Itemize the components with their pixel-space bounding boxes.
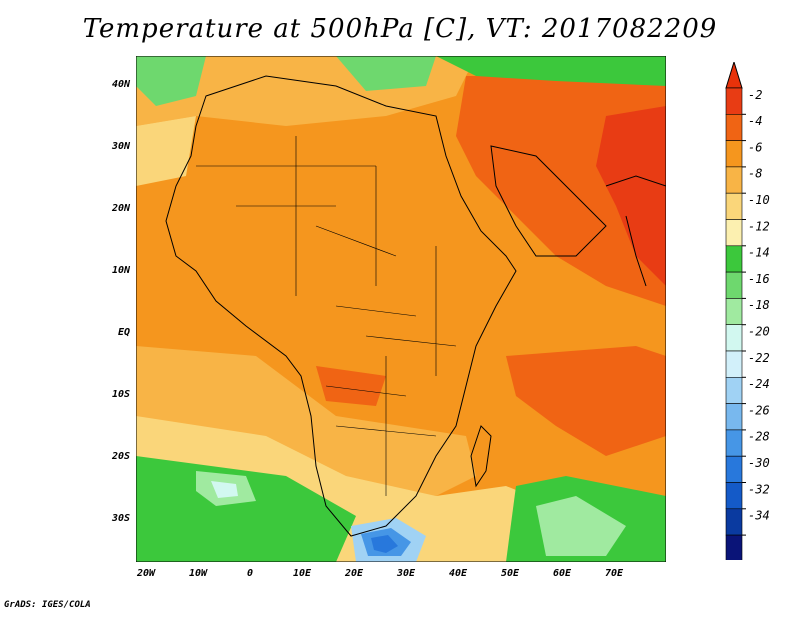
colorbar-bin: [725, 324, 743, 352]
colorbar-bin: [725, 403, 743, 431]
colorbar-bin: [725, 429, 743, 457]
colorbar-bin: [725, 455, 743, 483]
colorbar-label: -12: [748, 219, 770, 233]
lon-label: 50E: [500, 568, 520, 579]
lon-label: 10W: [188, 568, 208, 579]
field-warm-indian-ocean: [506, 346, 666, 456]
colorbar-bin: [725, 166, 743, 194]
field-cold-core: [371, 535, 398, 553]
colorbar-label: -18: [748, 298, 770, 312]
field-pale-sw: [211, 481, 238, 498]
colorbar-label: -34: [748, 509, 770, 523]
colorbar-label: -32: [748, 482, 770, 496]
lat-label: 30S: [111, 513, 130, 524]
colorbar-label: -24: [748, 377, 770, 391]
colorbar-label: -30: [748, 456, 770, 470]
lat-label: 20S: [111, 451, 130, 462]
lon-label: 20E: [344, 568, 364, 579]
africa-coastline: [165, 75, 517, 537]
lon-label: 10E: [292, 568, 312, 579]
arabia-coastline: [490, 145, 607, 257]
field-green-nw: [136, 56, 206, 106]
colorbar-label: -10: [748, 193, 770, 207]
map-svg: [135, 55, 667, 563]
lon-label: 40E: [448, 568, 468, 579]
colorbar-bin: [725, 192, 743, 220]
lat-label: 30N: [111, 141, 130, 152]
colorbar-bin: [725, 113, 743, 141]
india-coastline: [605, 175, 667, 287]
colorbar-top-arrow: [725, 60, 743, 89]
colorbar-bin: [725, 245, 743, 273]
colorbar-bin: [725, 482, 743, 510]
colorbar-bin: [725, 508, 743, 536]
colorbar-bin: [725, 376, 743, 404]
field-green-sw: [136, 456, 356, 562]
colorbar-bin: [725, 87, 743, 115]
country-borders: [196, 136, 457, 496]
lat-label: EQ: [117, 327, 130, 338]
lon-label: 70E: [604, 568, 624, 579]
lon-label: 0: [246, 568, 254, 579]
field-warm-congo: [316, 366, 386, 406]
temperature-map: [135, 55, 667, 563]
colorbar-label: -26: [748, 403, 770, 417]
field-lightgreen-se: [536, 496, 626, 556]
lon-label: 60E: [552, 568, 572, 579]
lat-label: 10N: [111, 265, 130, 276]
madagascar-coastline: [470, 425, 492, 488]
lon-label: 30E: [396, 568, 416, 579]
colorbar-bin: [725, 298, 743, 325]
lat-label: 10S: [111, 389, 130, 400]
colorbar-bin: [725, 140, 743, 168]
lat-label: 40N: [111, 79, 130, 90]
colorbar-svg: -2 -4 -6 -8 -10 -12 -14 -16 -18 -20 -22 -24 -26 -28 -3…: [725, 60, 770, 585]
colorbar-bin: [725, 350, 743, 378]
lat-label: 20N: [111, 203, 130, 214]
colorbar-label: -22: [748, 351, 770, 365]
field-hot-core: [596, 106, 666, 286]
colorbar-label: -2: [748, 88, 762, 102]
colorbar-label: -4: [748, 114, 762, 128]
colorbar-bin: [725, 534, 743, 562]
colorbar-bin: [725, 271, 743, 299]
colorbar-label: -20: [748, 325, 770, 339]
colorbar-label: -14: [748, 246, 770, 260]
colorbar-label: -6: [748, 140, 762, 154]
colorbar-label: -16: [748, 272, 770, 286]
colorbar-bin: [725, 219, 743, 247]
chart-title: Temperature at 500hPa [C], VT: 201708220…: [82, 14, 718, 44]
field-green-med: [336, 56, 436, 91]
colorbar-label: -8: [748, 167, 762, 181]
colorbar-label: -28: [748, 430, 770, 444]
colorbar: -2 -4 -6 -8 -10 -12 -14 -16 -18 -20 -22 -24 -26 -28 -3…: [722, 60, 798, 585]
lon-label: 20W: [136, 568, 156, 579]
field-atlantic-north: [136, 116, 196, 186]
field-green-north: [436, 56, 666, 86]
field-warm-patch: [526, 186, 576, 246]
footer-credit: GrADS: IGES/COLA: [4, 600, 91, 610]
